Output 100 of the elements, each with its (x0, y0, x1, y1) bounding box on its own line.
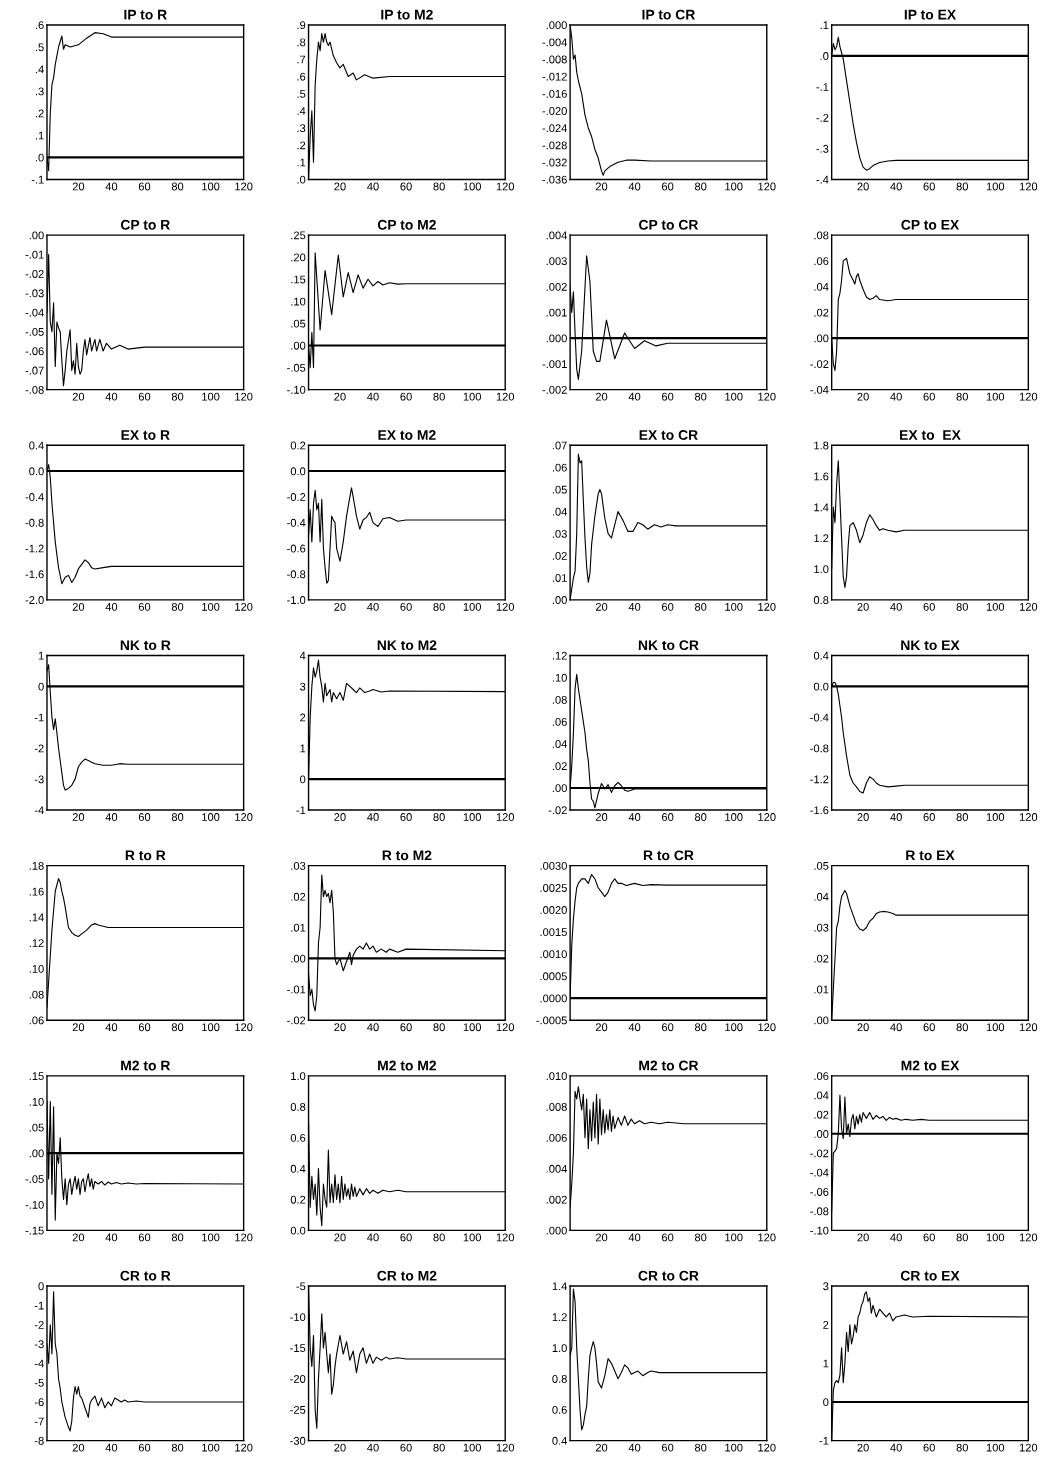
x-tick-label: 60 (400, 392, 412, 401)
x-tick-label: 20 (857, 1023, 869, 1032)
y-tick-label: 0.6 (552, 1405, 567, 1414)
y-tick-label: -4 (34, 1359, 44, 1368)
y-tick-label: .10 (29, 1097, 44, 1106)
x-tick-label: 60 (138, 182, 151, 191)
y-tick-label: -5 (296, 1282, 306, 1291)
y-tick-label: -1.6 (25, 570, 44, 579)
x-tick-label: 20 (72, 1023, 85, 1032)
x-tick-label: 80 (956, 1233, 968, 1242)
x-tick-label: 100 (725, 392, 743, 401)
y-tick-label: -25 (290, 1405, 306, 1414)
y-tick-label: -.3 (816, 144, 829, 153)
x-tick-label: 40 (890, 1233, 902, 1242)
x-tick-label: 120 (496, 1233, 515, 1242)
y-tick-label: .16 (29, 887, 44, 896)
y-tick-label: 0 (300, 775, 306, 784)
y-tick-label: .000 (546, 1226, 567, 1235)
y-tick-label: .01 (291, 923, 306, 932)
x-tick-label: 20 (72, 182, 85, 191)
y-tick-label: 0.0 (290, 1226, 306, 1235)
chart-title: CR to EX (900, 1270, 960, 1281)
y-tick-label: .06 (814, 257, 829, 266)
x-tick-label: 20 (595, 1443, 608, 1452)
y-tick-label: .0005 (540, 972, 567, 981)
x-tick-label: 100 (463, 1233, 481, 1242)
x-tick-label: 20 (857, 392, 869, 401)
x-tick-label: 120 (235, 1023, 253, 1032)
x-tick-label: 100 (202, 813, 220, 821)
y-tick-label: -0.6 (287, 544, 306, 553)
x-tick-label: 60 (923, 1023, 935, 1032)
chart-title: NK to EX (901, 640, 960, 651)
y-tick-label: .10 (552, 673, 567, 682)
x-tick-label: 100 (463, 602, 481, 611)
y-tick-label: .2 (35, 109, 44, 118)
x-tick-label: 80 (956, 182, 968, 191)
chart-title: CR to M2 (377, 1270, 437, 1281)
chart-title: CP to R (120, 219, 170, 230)
x-tick-label: 60 (662, 1233, 674, 1242)
x-tick-label: 20 (857, 1233, 869, 1242)
x-tick-label: 20 (595, 182, 608, 191)
x-tick-label: 60 (138, 1233, 151, 1242)
x-tick-label: 80 (694, 1443, 707, 1452)
y-tick-label: -.01 (287, 985, 306, 994)
y-tick-label: -2 (34, 1320, 44, 1329)
x-tick-label: 100 (986, 1443, 1005, 1452)
y-tick-label: 0.4 (552, 1436, 568, 1445)
x-tick-label: 120 (496, 392, 515, 401)
x-tick-label: 120 (758, 1233, 776, 1242)
y-tick-label: -1.6 (810, 806, 829, 815)
x-tick-label: 120 (496, 813, 515, 821)
y-tick-label: .2 (297, 141, 306, 150)
y-tick-label: 1.0 (814, 565, 829, 574)
y-tick-label: -1.2 (810, 775, 829, 784)
x-tick-label: 120 (1019, 1233, 1038, 1242)
x-tick-label: 80 (171, 1023, 184, 1032)
y-tick-label: 0.8 (552, 1375, 567, 1383)
y-tick-label: -.10 (25, 1200, 44, 1209)
chart-title: IP to CR (642, 9, 696, 20)
y-tick-label: .0 (820, 52, 829, 60)
x-tick-label: 40 (367, 602, 379, 611)
x-tick-label: 40 (628, 602, 641, 611)
y-tick-label: -3 (34, 1340, 44, 1349)
y-tick-label: 0 (38, 1282, 44, 1291)
x-tick-label: 100 (725, 1233, 743, 1242)
x-tick-label: 40 (890, 1443, 902, 1452)
y-tick-label: -1.0 (287, 596, 306, 604)
x-tick-label: 80 (433, 1023, 445, 1032)
y-tick-label: .5 (35, 43, 44, 52)
x-tick-label: 120 (758, 602, 776, 611)
y-tick-label: 0.4 (813, 651, 829, 660)
y-tick-label: -.002 (542, 385, 567, 394)
y-tick-label: .4 (297, 107, 306, 115)
x-tick-label: 20 (72, 602, 85, 611)
x-tick-label: 60 (923, 602, 935, 611)
y-tick-label: .7 (297, 55, 306, 64)
x-tick-label: 120 (758, 182, 776, 191)
y-tick-label: .10 (291, 297, 306, 306)
x-tick-label: 60 (923, 1233, 935, 1242)
y-tick-label: -.02 (25, 270, 44, 278)
x-tick-label: 100 (986, 1233, 1005, 1242)
y-tick-label: .25 (291, 231, 306, 240)
y-tick-label: .1 (820, 21, 829, 29)
x-tick-label: 80 (694, 1233, 707, 1242)
x-tick-label: 20 (857, 813, 869, 821)
x-tick-label: 120 (758, 1023, 776, 1032)
y-tick-label: 0 (38, 682, 44, 691)
y-tick-label: .002 (546, 282, 567, 291)
chart-title: CR to R (120, 1270, 171, 1281)
x-tick-label: 120 (235, 813, 253, 821)
y-tick-label: -6 (34, 1398, 44, 1407)
x-tick-label: 100 (202, 1233, 220, 1242)
y-tick-label: -.036 (542, 175, 567, 184)
y-tick-label: .04 (814, 1091, 829, 1100)
y-tick-label: -.004 (542, 38, 568, 47)
chart-title: EX to CR (639, 430, 698, 440)
x-tick-label: 80 (956, 602, 968, 611)
y-tick-label: .0030 (540, 861, 567, 870)
x-tick-label: 100 (463, 1023, 481, 1032)
y-tick-label: .00 (291, 954, 306, 963)
